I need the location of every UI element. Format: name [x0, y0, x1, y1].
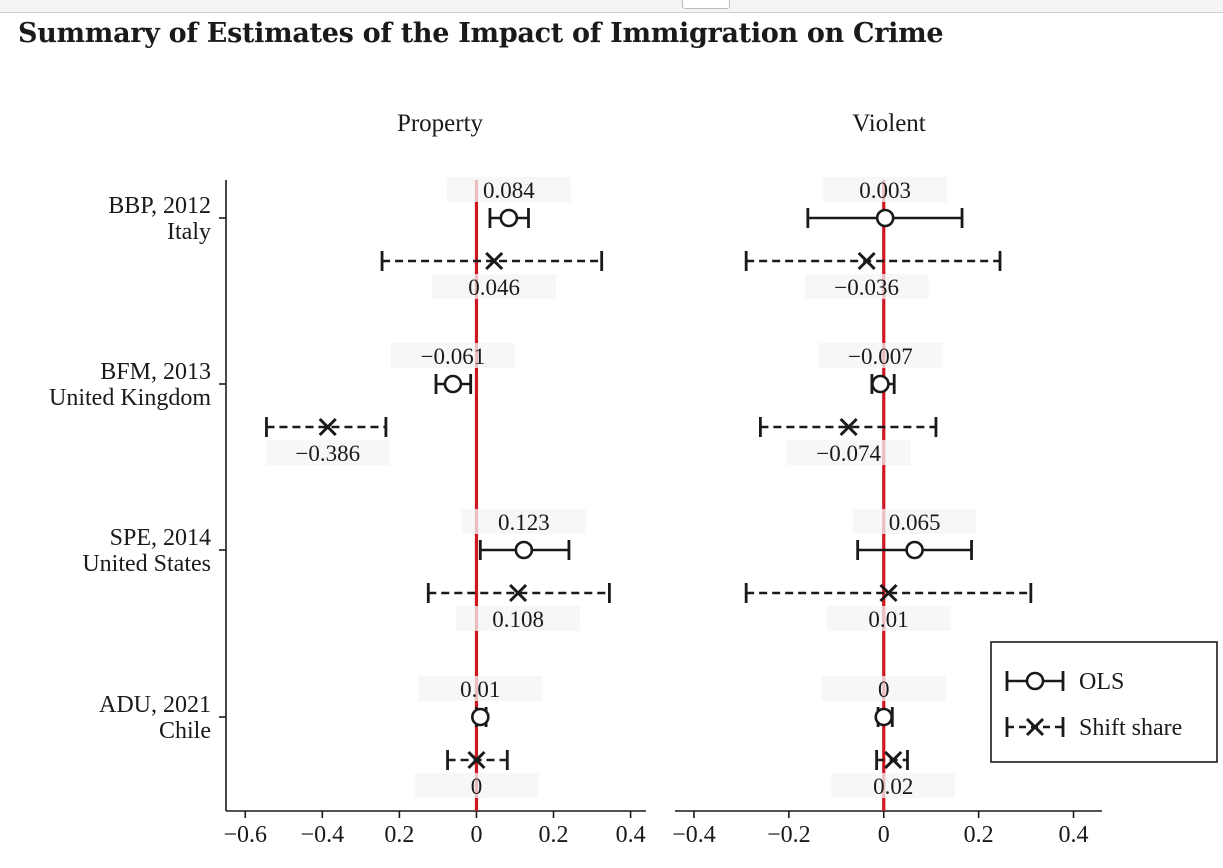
legend-entry-label: OLS: [1079, 669, 1124, 695]
x-tick-label: 0: [878, 822, 890, 848]
x-tick-label: 0: [470, 822, 482, 848]
x-tick-label: −0.2: [767, 822, 811, 848]
legend-ols-marker: [1025, 671, 1045, 691]
legend-box: [990, 641, 1218, 763]
shift-share-point: [884, 750, 903, 770]
x-tick-label: 0.2: [964, 822, 994, 848]
value-label: 0.108: [492, 607, 544, 632]
value-label: 0.003: [859, 178, 911, 203]
value-label: 0.084: [483, 178, 535, 203]
x-tick-label: 0.2: [539, 822, 569, 848]
shift-share-point: [857, 251, 876, 271]
shift-share-point: [839, 417, 858, 437]
x-tick-label: 0.2: [384, 822, 414, 848]
x-tick-label: 0.4: [616, 822, 646, 848]
chart-title: Summary of Estimates of the Impact of Im…: [18, 18, 944, 49]
value-label: −0.386: [295, 441, 360, 466]
legend-shift-marker: [1025, 717, 1045, 737]
value-label-bg: [414, 773, 539, 798]
ols-point: [443, 374, 463, 394]
value-label-bg: [456, 606, 581, 631]
study-label-country: Italy: [167, 219, 211, 245]
study-label-country: United Kingdom: [49, 385, 211, 411]
ols-point: [471, 707, 490, 727]
value-label-bg: [786, 440, 911, 465]
study-label-name: ADU, 2021: [99, 692, 211, 718]
study-label-name: BFM, 2013: [100, 359, 211, 385]
ols-point: [514, 540, 534, 560]
shift-share-point: [318, 417, 337, 437]
value-label-bg: [461, 509, 586, 534]
value-label-bg: [446, 177, 571, 202]
value-label-bg: [821, 676, 946, 701]
value-label-bg: [852, 509, 977, 534]
value-label: 0.123: [498, 510, 550, 535]
legend-entry-label: Shift share: [1079, 715, 1182, 741]
study-label-country: Chile: [159, 718, 211, 744]
study-label-name: BBP, 2012: [108, 193, 211, 219]
value-label: −0.007: [848, 344, 913, 369]
value-label: 0.01: [460, 677, 500, 702]
value-label: 0: [878, 677, 890, 702]
value-label: 0: [471, 774, 483, 799]
value-label: 0.01: [868, 607, 908, 632]
value-label: −0.061: [421, 344, 486, 369]
ols-point: [905, 540, 924, 560]
x-tick-label: −0.6: [223, 822, 267, 848]
study-label-country: United States: [82, 551, 211, 577]
panel-title: Violent: [852, 110, 926, 137]
value-label: 0.02: [873, 774, 913, 799]
ols-point: [871, 374, 890, 394]
value-label-bg: [818, 343, 943, 368]
value-label-bg: [804, 274, 929, 299]
value-label: 0.046: [468, 275, 520, 300]
shift-share-point: [509, 583, 528, 603]
value-label-bg: [390, 343, 515, 368]
ols-point: [875, 208, 895, 228]
value-label-bg: [418, 676, 543, 701]
ols-point: [874, 707, 894, 727]
window-tab-stub[interactable]: [682, 0, 730, 9]
value-label: 0.065: [889, 510, 941, 535]
value-label: −0.036: [834, 275, 899, 300]
value-label-bg: [265, 440, 390, 465]
value-label-bg: [432, 274, 557, 299]
shift-share-point: [467, 750, 486, 770]
shift-share-point: [879, 583, 898, 603]
value-label: −0.074: [816, 441, 881, 466]
panel-title: Property: [397, 110, 484, 137]
shift-share-point: [485, 251, 504, 271]
x-tick-label: −0.4: [301, 822, 345, 848]
x-tick-label: 0.4: [1059, 822, 1089, 848]
value-label-bg: [831, 773, 956, 798]
value-label-bg: [823, 177, 948, 202]
study-label-name: SPE, 2014: [110, 525, 211, 551]
value-label-bg: [826, 606, 951, 631]
browser-top-bar: [0, 0, 1223, 13]
x-tick-label: −0.4: [672, 822, 716, 848]
ols-point: [499, 208, 519, 228]
